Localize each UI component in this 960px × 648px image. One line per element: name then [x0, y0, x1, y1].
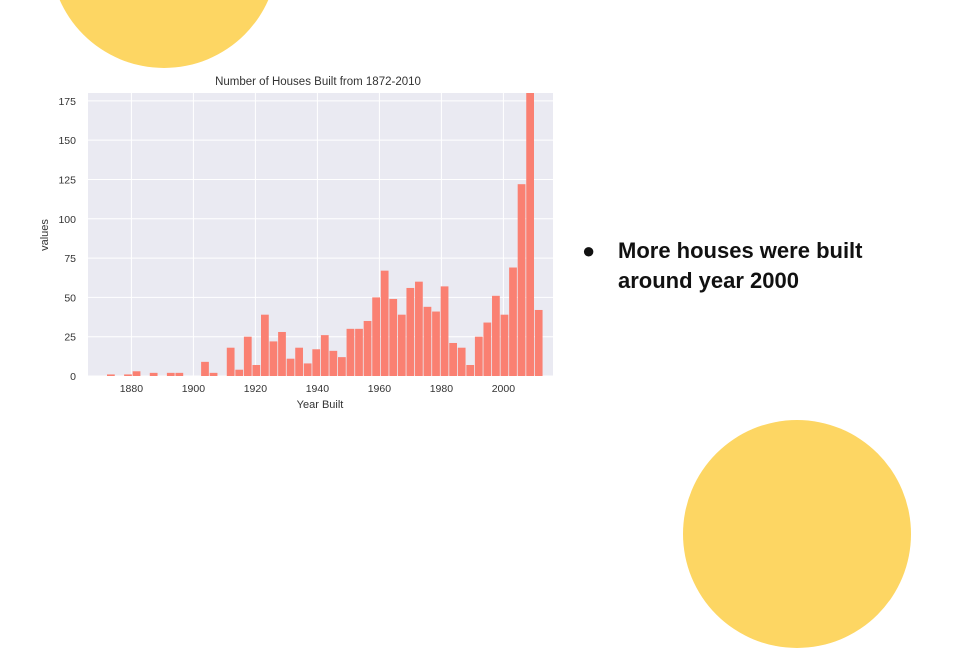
histogram-bar [449, 342, 457, 376]
histogram-bar [526, 93, 534, 376]
x-tick-labels: 1880 1900 1920 1940 1960 1980 2000 [120, 383, 516, 395]
histogram-bar [474, 336, 483, 376]
histogram-bar [534, 309, 543, 376]
x-tick-label: 1960 [368, 383, 392, 395]
y-tick-label: 25 [64, 332, 76, 344]
grid-lines [88, 93, 553, 377]
histogram-bar [166, 372, 175, 376]
histogram-bar [252, 364, 261, 376]
decorative-circle-top-mask [40, 68, 300, 88]
histogram-bar [338, 357, 346, 376]
x-tick-label: 2000 [492, 383, 516, 395]
histogram-bar [209, 372, 218, 376]
histogram-bar [261, 314, 269, 376]
bars [107, 93, 543, 376]
y-tick-label: 100 [58, 214, 76, 226]
histogram-bar [517, 184, 526, 376]
histogram-bar [312, 349, 321, 376]
histogram-bar [389, 298, 398, 376]
histogram-bar [132, 371, 141, 376]
histogram-bar [363, 320, 372, 376]
histogram-bar [509, 267, 517, 376]
histogram-bar [355, 328, 363, 376]
decorative-circle-top [50, 0, 278, 68]
histogram-bar [201, 361, 209, 376]
histogram-bar [286, 358, 295, 376]
histogram-bar [295, 347, 303, 376]
y-tick-label: 150 [58, 135, 76, 147]
y-axis-label: values [39, 219, 51, 251]
histogram-bar [329, 350, 338, 376]
x-tick-label: 1920 [244, 383, 268, 395]
histogram-bar [235, 369, 244, 376]
bullet-text: More houses were built around year 2000 [618, 238, 863, 293]
histogram-bar [466, 364, 475, 376]
histogram-bar [483, 322, 492, 376]
histogram-bar [492, 295, 500, 376]
histogram-bar [269, 341, 278, 376]
histogram-bar [457, 347, 466, 376]
histogram-bar [372, 297, 380, 376]
histogram-bar [406, 287, 415, 376]
bullet-item: ● More houses were built around year 200… [582, 236, 922, 296]
decorative-circle-bottom [683, 420, 911, 648]
histogram-bar [124, 374, 132, 376]
y-tick-label: 0 [70, 371, 76, 383]
histogram-chart: Number of Houses Built from 1872-2010 18… [39, 76, 553, 411]
y-tick-label: 125 [58, 174, 76, 186]
y-tick-label: 75 [64, 253, 76, 265]
histogram-bar [278, 331, 286, 376]
histogram-bar [149, 372, 158, 376]
histogram-bar [500, 314, 509, 376]
x-tick-label: 1900 [182, 383, 206, 395]
histogram-bar [346, 328, 355, 376]
chart-title: Number of Houses Built from 1872-2010 [215, 76, 421, 88]
bullet-dot-icon: ● [582, 238, 596, 263]
histogram-bar [243, 336, 252, 376]
histogram-bar [320, 335, 329, 376]
histogram-bar [423, 306, 432, 376]
x-tick-label: 1880 [120, 383, 144, 395]
histogram-bar [226, 347, 235, 376]
y-tick-labels: 0 25 50 75 100 125 150 175 [58, 96, 76, 383]
histogram-bar [175, 372, 184, 376]
histogram-bar [107, 374, 115, 376]
x-tick-label: 1980 [430, 383, 454, 395]
histogram-bar [432, 311, 440, 376]
histogram-bar [303, 363, 312, 376]
bullet-list: ● More houses were built around year 200… [582, 236, 922, 296]
histogram-bar [440, 286, 449, 376]
x-tick-label: 1940 [306, 383, 330, 395]
histogram-bar [397, 314, 406, 376]
x-axis-label: Year Built [297, 399, 344, 411]
histogram-bar [415, 281, 423, 376]
histogram-bar [380, 270, 389, 376]
y-tick-label: 50 [64, 292, 76, 304]
y-tick-label: 175 [58, 96, 76, 108]
plot-area [88, 93, 553, 376]
